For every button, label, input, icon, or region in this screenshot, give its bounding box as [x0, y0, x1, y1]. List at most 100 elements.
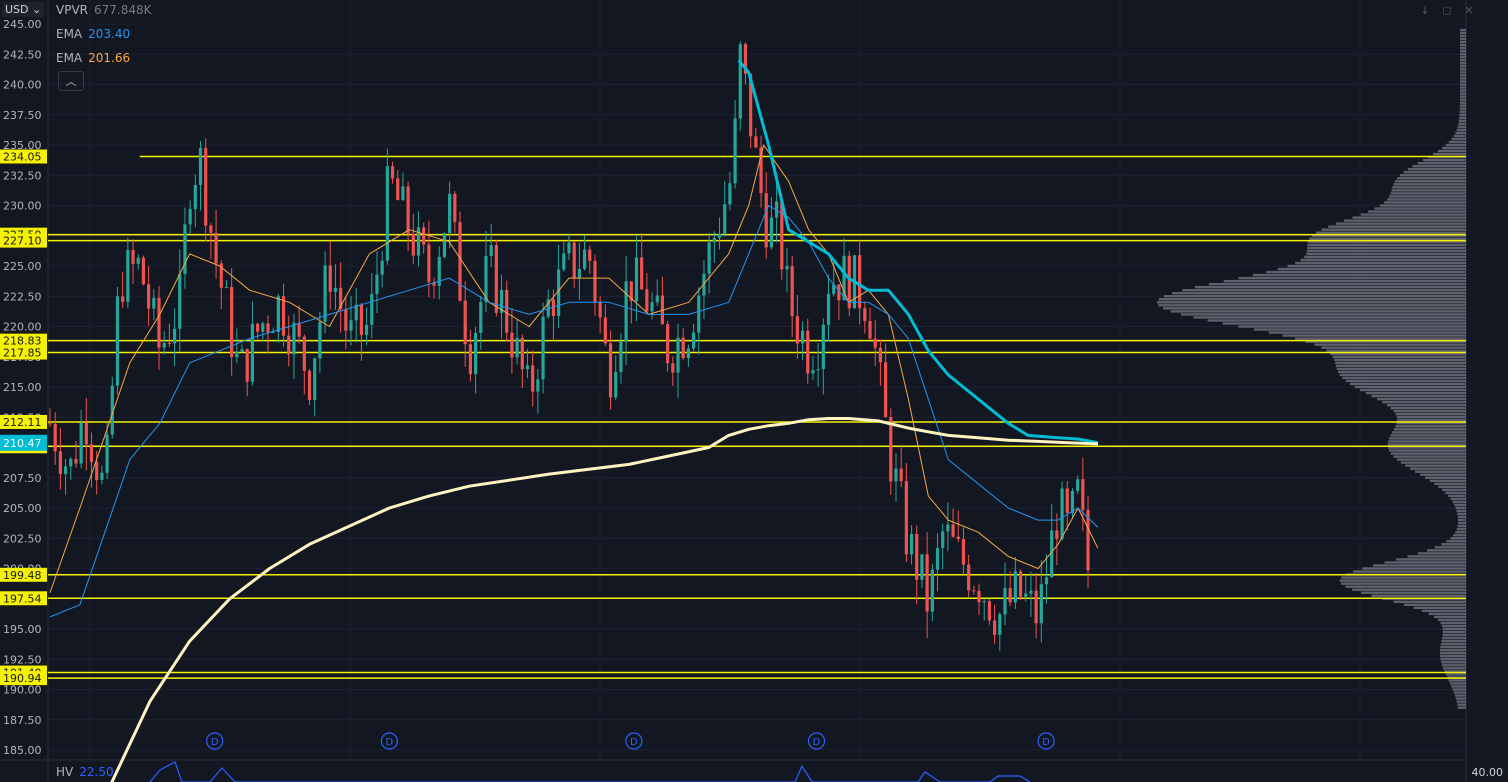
level-label: 197.54	[3, 592, 42, 605]
volume-bar	[1457, 706, 1466, 709]
candle-body	[292, 322, 296, 355]
move-down-icon[interactable]: ↓	[1420, 4, 1430, 17]
price-tick-label: 242.50	[3, 48, 42, 61]
volume-bar	[1382, 400, 1466, 404]
volume-bar	[1193, 316, 1466, 319]
volume-bar	[1223, 279, 1466, 283]
volume-bar	[1460, 53, 1466, 56]
candle-body	[847, 255, 851, 309]
volume-bar	[1460, 40, 1466, 44]
currency-selector[interactable]: USD ⌄	[2, 2, 45, 17]
volume-bar	[1393, 183, 1466, 186]
candle-body	[276, 296, 280, 333]
volume-bar	[1459, 74, 1466, 77]
volume-bar	[1455, 697, 1466, 700]
volume-bar	[1448, 140, 1466, 144]
volume-bar	[1420, 473, 1466, 476]
volume-bar	[1392, 186, 1466, 189]
volume-bar	[1180, 313, 1466, 316]
candle-body	[79, 422, 83, 464]
volume-bar	[1460, 56, 1466, 59]
horizontal-levels	[48, 155, 1466, 679]
candle-body	[629, 281, 633, 302]
collapse-indicators-button[interactable]: ︿	[58, 71, 84, 91]
volume-bar	[1457, 521, 1466, 525]
candle-body	[961, 539, 966, 565]
candle-body	[323, 265, 327, 322]
candle-body	[676, 337, 680, 373]
candle-body	[167, 343, 171, 345]
price-axis[interactable]: 245.00 242.50 240.00 237.50 235.00 232.50 230.…	[3, 18, 42, 757]
volume-bar	[1458, 518, 1466, 522]
volume-profile	[1156, 28, 1466, 709]
dividend-label: D	[386, 737, 394, 748]
volume-bar	[1326, 349, 1466, 352]
volume-bar	[1336, 367, 1466, 371]
volume-bar	[1342, 376, 1466, 380]
candle-body	[541, 316, 545, 380]
candle-body	[328, 265, 332, 292]
price-tick-label: 225.00	[3, 260, 42, 273]
indicator-ema-slow[interactable]: EMA 201.66	[56, 51, 130, 65]
candle-body	[764, 193, 768, 248]
chevron-down-icon: ⌄	[28, 3, 42, 16]
candle-body	[759, 147, 763, 194]
volume-bar	[1460, 50, 1466, 53]
volume-bar	[1450, 682, 1466, 685]
price-tick-label: 235.00	[3, 139, 42, 152]
candle-body	[873, 338, 877, 348]
volume-bar	[1287, 264, 1466, 268]
candle-body	[147, 284, 151, 309]
candle-body	[1008, 588, 1012, 603]
candle-body	[214, 232, 218, 264]
candle-body	[930, 569, 934, 612]
volume-bar	[1442, 630, 1466, 634]
candle-body	[531, 365, 535, 392]
close-icon[interactable]: ✕	[1464, 4, 1474, 17]
price-tick-label: 232.50	[3, 169, 42, 182]
level-label: 190.94	[3, 672, 42, 685]
indicator-name: VPVR	[56, 3, 88, 17]
volume-bar	[1459, 92, 1466, 95]
volume-bar	[1460, 65, 1466, 68]
volume-bar	[1371, 394, 1466, 398]
volume-bar	[1252, 273, 1466, 277]
candle-body	[614, 372, 618, 398]
volume-bar	[1207, 319, 1466, 322]
candle-body	[863, 308, 867, 321]
candle-body	[598, 301, 602, 318]
maximize-icon[interactable]: ◻	[1442, 4, 1452, 17]
level-label: 227.10	[3, 235, 42, 248]
candle-body	[941, 531, 945, 548]
candle-body	[396, 178, 400, 200]
volume-bar	[1429, 479, 1466, 482]
volume-bar	[1388, 440, 1466, 443]
candle-body	[1086, 509, 1090, 571]
candle-body	[230, 287, 234, 358]
volume-bar	[1253, 328, 1466, 331]
candle-body	[691, 332, 696, 349]
candle-body	[84, 422, 88, 445]
indicator-vpvr[interactable]: VPVR 677.848K	[56, 3, 152, 17]
indicator-hv[interactable]: HV 22.50	[56, 765, 114, 779]
candle-body	[588, 249, 592, 261]
indicator-ema-fast[interactable]: EMA 203.40	[56, 27, 130, 41]
volume-bar	[1309, 237, 1466, 240]
volume-bar	[1389, 195, 1466, 198]
candle-body	[131, 250, 135, 264]
candle-body	[800, 330, 805, 344]
candle-body	[53, 423, 57, 452]
indicator-value: 203.40	[88, 27, 131, 41]
candle-body	[89, 444, 94, 463]
level-label: 218.83	[3, 335, 42, 348]
candle-body	[235, 351, 239, 358]
candle-body	[1081, 479, 1085, 510]
candle-body	[178, 273, 182, 329]
volume-bar	[1403, 171, 1466, 174]
candle-body	[240, 349, 244, 352]
hv-pane: 40.00	[149, 761, 1503, 782]
volume-bar	[1448, 494, 1466, 498]
volume-bar	[1459, 95, 1466, 98]
candle-body	[463, 300, 467, 345]
